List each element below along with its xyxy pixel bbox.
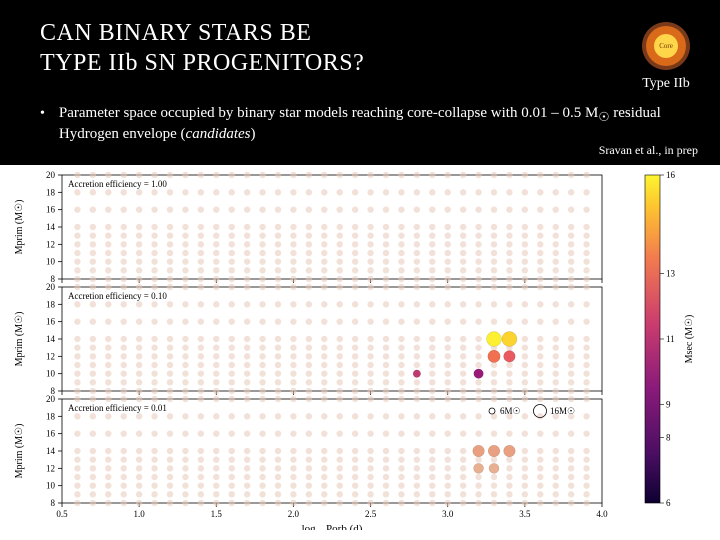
svg-text:16: 16 xyxy=(46,429,56,439)
svg-text:8: 8 xyxy=(666,432,671,442)
svg-text:4.0: 4.0 xyxy=(596,509,608,519)
bullet-marker: • xyxy=(40,106,45,145)
svg-text:20: 20 xyxy=(46,282,56,292)
svg-text:14: 14 xyxy=(46,334,56,344)
title-line1: CAN BINARY STARS BE xyxy=(40,20,311,46)
svg-text:Mprim (M☉): Mprim (M☉) xyxy=(14,424,25,479)
parameter-space-chart: 8 10 12 14 16 18 20 Accretion efficiency = 1.00… xyxy=(0,165,720,540)
slide-title: CAN BINARY STARS BE TYPE IIb SN PROGENIT… xyxy=(40,18,364,78)
title-line2: TYPE IIb SN PROGENITORS? xyxy=(40,50,364,76)
attribution: Sravan et al., in prep xyxy=(599,143,698,158)
svg-text:2.0: 2.0 xyxy=(288,509,300,519)
svg-text:10: 10 xyxy=(46,257,56,267)
svg-text:6M☉: 6M☉ xyxy=(500,406,521,416)
svg-text:18: 18 xyxy=(46,187,56,197)
svg-text:2.5: 2.5 xyxy=(365,509,377,519)
svg-text:Msec (M☉): Msec (M☉) xyxy=(684,315,695,364)
svg-text:18: 18 xyxy=(46,411,56,421)
svg-text:18: 18 xyxy=(46,299,56,309)
svg-text:Accretion efficiency = 1.00: Accretion efficiency = 1.00 xyxy=(68,179,167,189)
type-label: Type IIb xyxy=(642,76,690,92)
svg-text:Mprim (M☉): Mprim (M☉) xyxy=(14,200,25,255)
svg-text:16: 16 xyxy=(666,170,676,180)
type-badge: HHeCore Type IIb xyxy=(642,22,690,92)
svg-text:13: 13 xyxy=(666,268,676,278)
svg-text:log₁₀ Porb (d): log₁₀ Porb (d) xyxy=(302,523,363,530)
svg-text:12: 12 xyxy=(46,239,55,249)
slide-header: CAN BINARY STARS BE TYPE IIb SN PROGENIT… xyxy=(0,0,720,100)
svg-text:9: 9 xyxy=(666,400,671,410)
svg-text:12: 12 xyxy=(46,463,55,473)
svg-text:Accretion efficiency = 0.01: Accretion efficiency = 0.01 xyxy=(68,403,167,413)
svg-text:1.5: 1.5 xyxy=(211,509,223,519)
chart-svg: 8 10 12 14 16 18 20 Accretion efficiency = 1.00… xyxy=(0,165,720,530)
svg-text:20: 20 xyxy=(46,170,56,180)
svg-text:16: 16 xyxy=(46,205,56,215)
svg-text:20: 20 xyxy=(46,394,56,404)
svg-text:11: 11 xyxy=(666,334,675,344)
svg-text:14: 14 xyxy=(46,446,56,456)
svg-text:3.0: 3.0 xyxy=(442,509,454,519)
svg-text:3.5: 3.5 xyxy=(519,509,531,519)
star-structure-icon: HHeCore xyxy=(642,22,690,70)
svg-text:1.0: 1.0 xyxy=(134,509,146,519)
svg-text:10: 10 xyxy=(46,481,56,491)
bullet-text: Parameter space occupied by binary star … xyxy=(59,104,680,145)
svg-text:Accretion efficiency = 0.10: Accretion efficiency = 0.10 xyxy=(68,291,167,301)
svg-text:Mprim (M☉): Mprim (M☉) xyxy=(14,312,25,367)
svg-text:10: 10 xyxy=(46,369,56,379)
svg-text:8: 8 xyxy=(51,498,56,508)
svg-text:12: 12 xyxy=(46,351,55,361)
svg-text:0.5: 0.5 xyxy=(56,509,68,519)
svg-text:14: 14 xyxy=(46,222,56,232)
svg-text:6: 6 xyxy=(666,498,671,508)
svg-text:16: 16 xyxy=(46,317,56,327)
svg-text:16M☉: 16M☉ xyxy=(550,406,575,416)
